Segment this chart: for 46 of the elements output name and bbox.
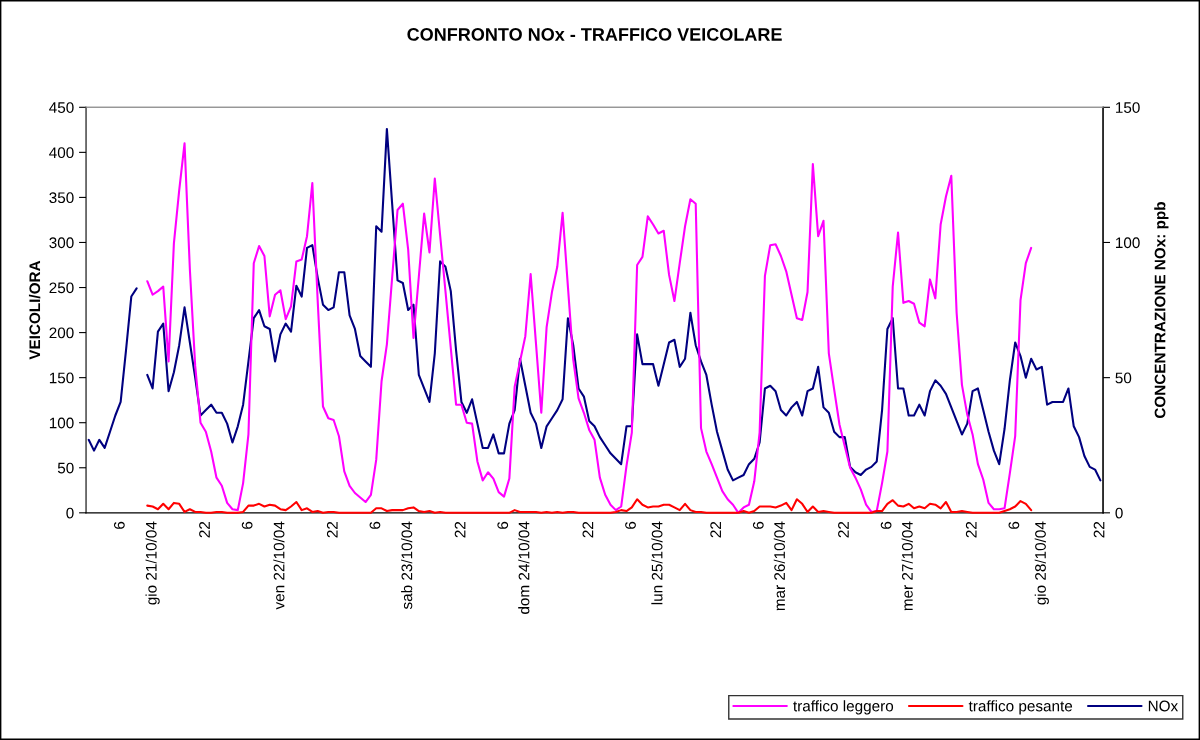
y-tick-label: 50	[57, 462, 74, 474]
line-series	[146, 498, 1033, 514]
y-tick-label: 250	[49, 282, 74, 294]
x-tick-label: mer 27/10/04	[901, 521, 913, 611]
x-tick-label: 22	[582, 521, 594, 538]
legend-label: traffico pesante	[968, 700, 1073, 715]
x-tick-label: 22	[710, 521, 721, 538]
x-tick-label: mar 26/10/04	[773, 521, 785, 611]
x-tick-label: gio 21/10/04	[145, 521, 160, 605]
x-tick-label: 22	[965, 521, 977, 538]
y-tick-label: 400	[49, 147, 74, 159]
y-tick-label: 300	[49, 237, 74, 249]
line-series	[146, 142, 1033, 514]
x-tick-label: sab 23/10/04	[401, 521, 413, 610]
x-tick-label: 6	[880, 521, 892, 529]
y-tick-label: 450	[49, 102, 74, 113]
x-tick-label: 6	[241, 521, 253, 529]
x-tick-label: ven 22/10/04	[273, 521, 285, 610]
y2-tick-label: 100	[1116, 237, 1140, 249]
x-tick-label: 6	[497, 521, 509, 529]
x-tick-label: 22	[326, 521, 338, 538]
x-tick-label: 22	[199, 521, 210, 538]
x-tick-label: 22	[838, 521, 849, 538]
x-tick-label: 6	[1008, 521, 1020, 529]
x-tick-label: 6	[625, 521, 636, 529]
x-tick-label: gio 28/10/04	[1034, 521, 1049, 605]
y2-tick-label: 150	[1116, 102, 1140, 113]
y-tick-label: 150	[49, 372, 74, 384]
x-tick-label: lun 25/10/04	[651, 521, 663, 605]
x-tick-label: 6	[113, 521, 125, 529]
x-tick-label: 22	[1093, 521, 1105, 538]
x-tick-label: 6	[752, 521, 764, 529]
x-tick-label: dom 24/10/04	[518, 521, 530, 614]
y2-axis-title: CONCENTRAZIONE NOx: ppb	[1154, 202, 1169, 419]
chart-title: CONFRONTO NOx - TRAFFICO VEICOLARE	[407, 28, 782, 41]
y2-tick-label: 50	[1115, 372, 1132, 384]
x-tick-label: 22	[454, 521, 466, 538]
y-tick-label: 200	[49, 327, 74, 339]
y-tick-label: 350	[49, 192, 74, 204]
y2-tick-label: 0	[1115, 507, 1123, 519]
legend-label: traffico leggero	[793, 700, 894, 715]
y-axis-title: VEICOLI/ORA	[28, 260, 41, 360]
y-tick-label: 0	[66, 507, 74, 519]
y-tick-label: 100	[49, 417, 74, 429]
x-tick-label: 6	[369, 521, 381, 529]
legend-label: NOx	[1148, 700, 1179, 712]
